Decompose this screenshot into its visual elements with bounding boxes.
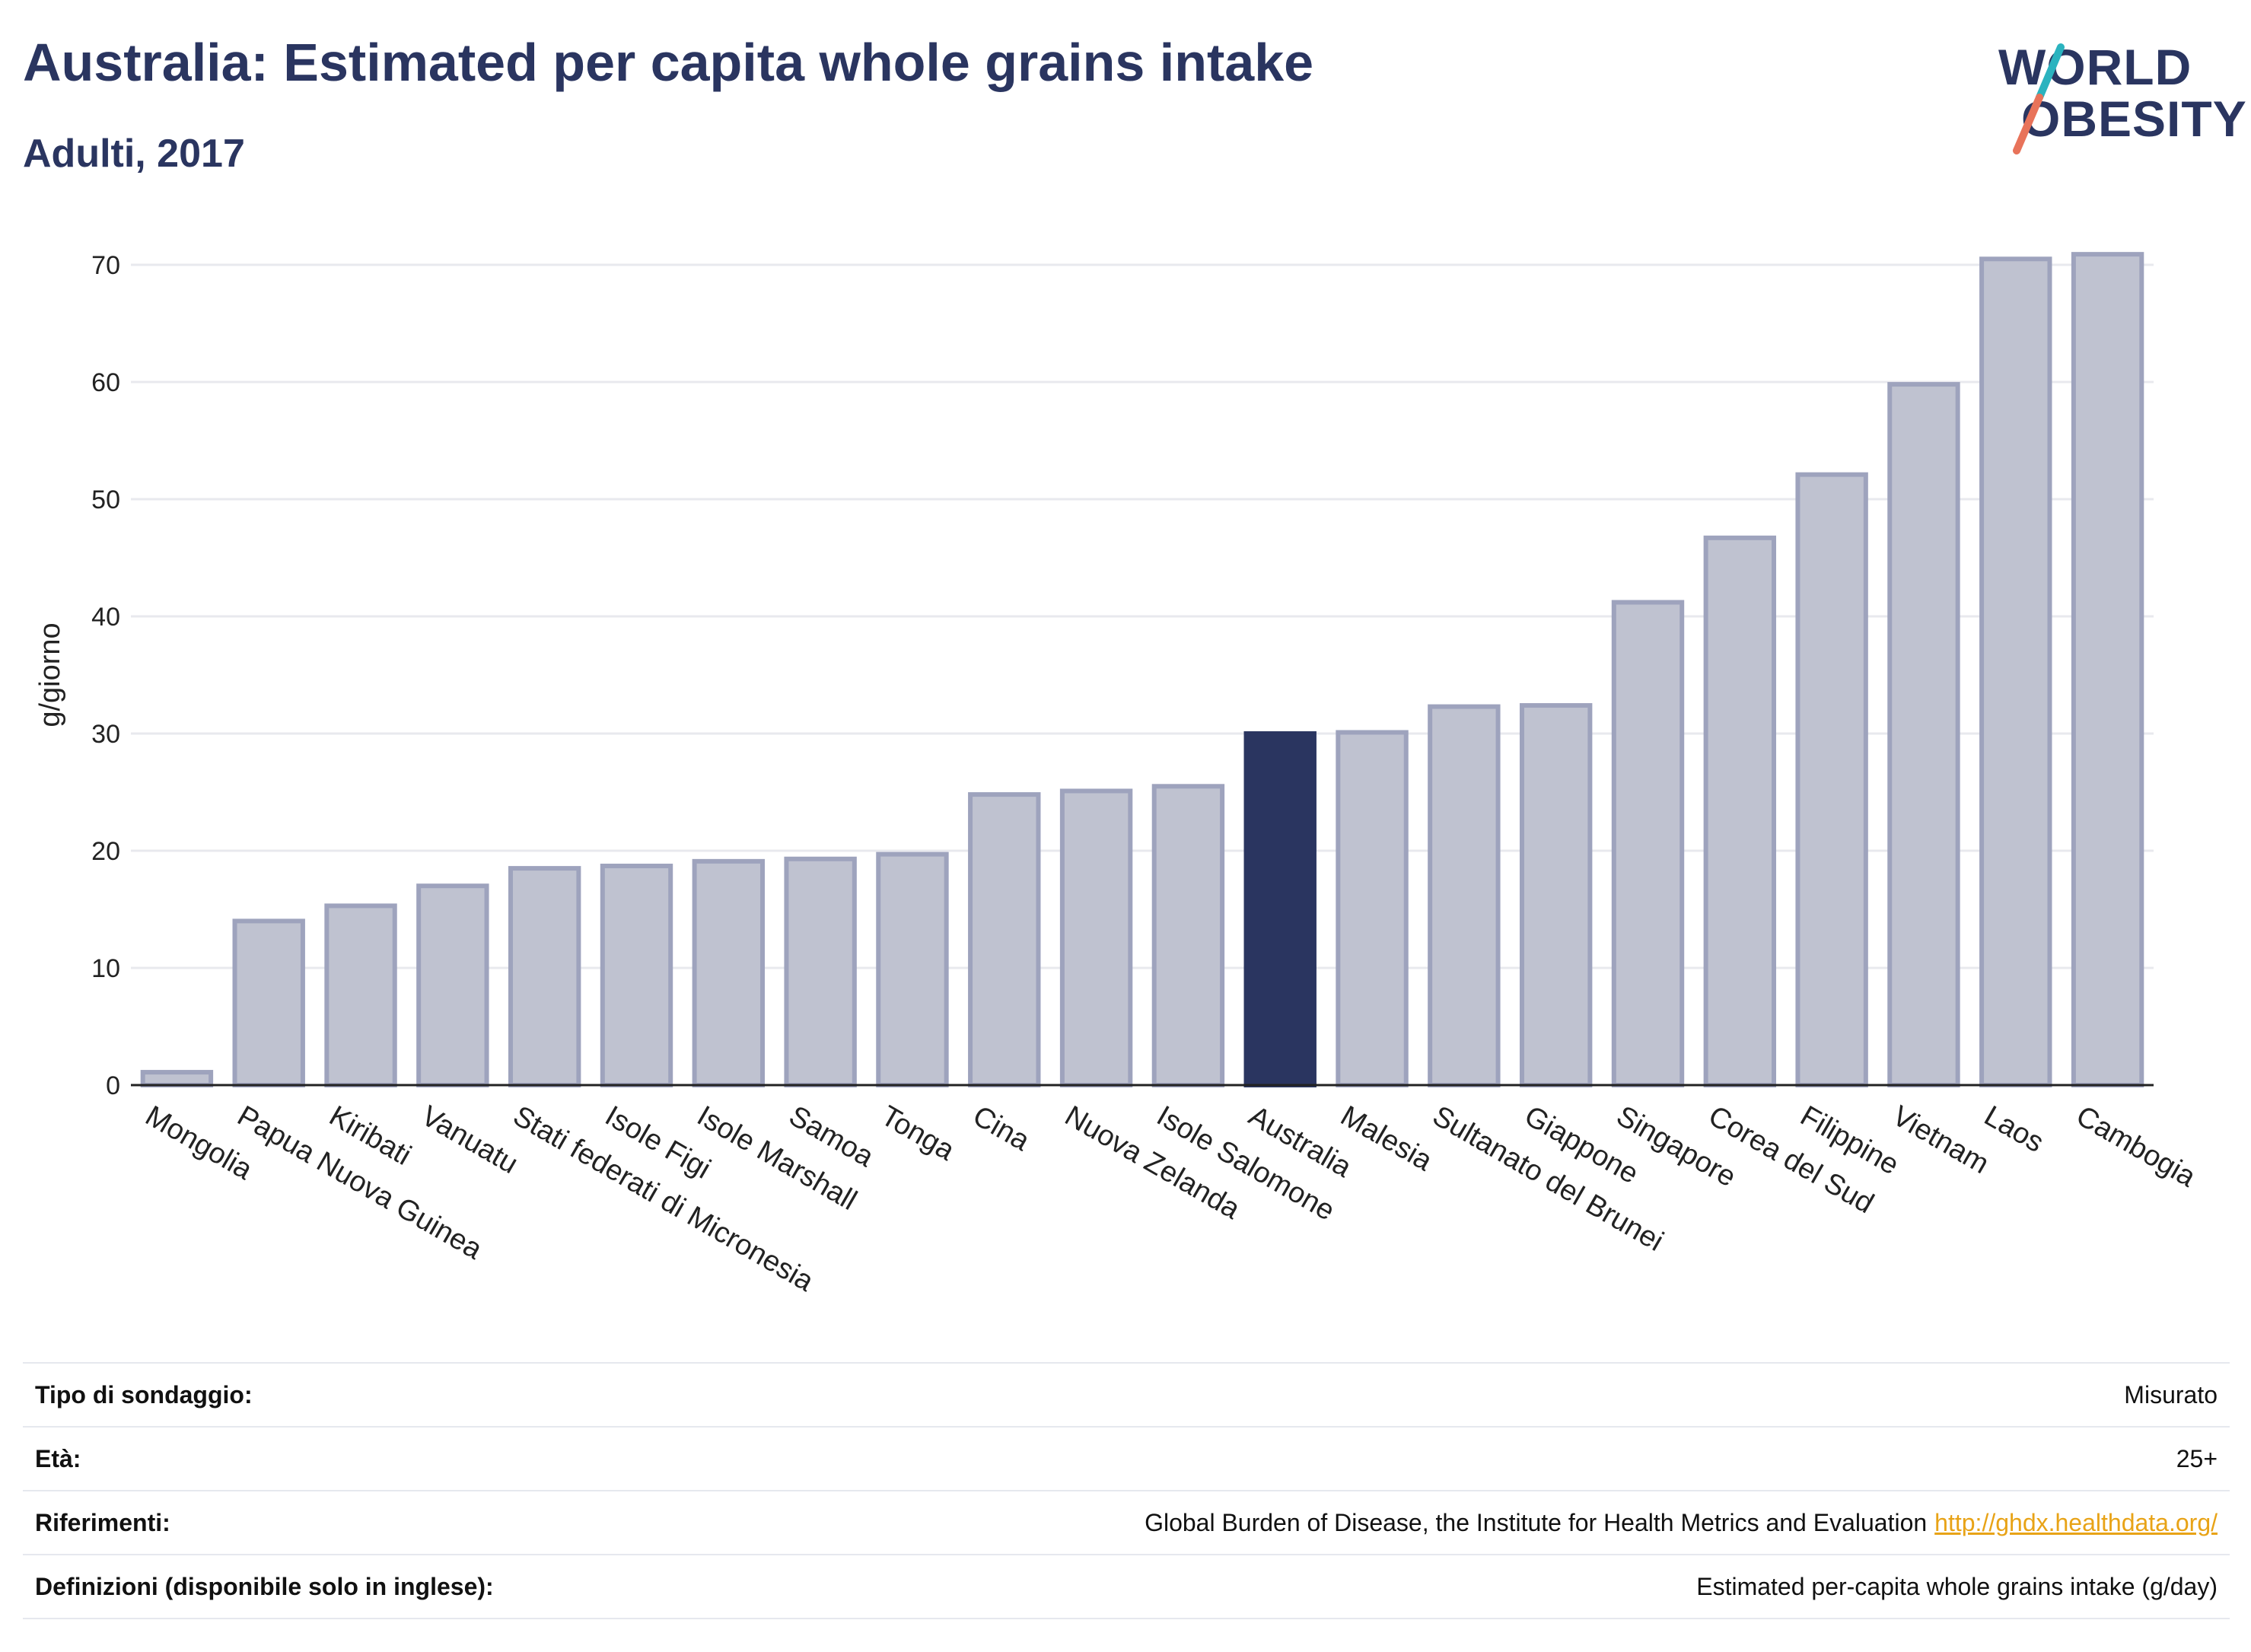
info-label: Età: [35, 1444, 81, 1472]
info-value: Estimated per-capita whole grains intake… [1696, 1572, 2218, 1600]
bar [1703, 535, 1777, 1087]
info-value: 25+ [2176, 1444, 2218, 1472]
reference-text: Global Burden of Disease, the Institute … [1145, 1508, 1928, 1536]
bar [232, 918, 305, 1088]
logo-text-world: WORLD [1998, 39, 2192, 95]
bar [1887, 382, 1960, 1087]
bar [1243, 731, 1317, 1087]
x-tick-label: Tonga [875, 1100, 960, 1167]
x-tick-label: Vietnam [1886, 1100, 1994, 1180]
bar [968, 792, 1041, 1088]
bar [416, 883, 489, 1087]
bar [692, 858, 766, 1087]
x-tick-label: Cambogia [2071, 1100, 2202, 1193]
bar [140, 1070, 214, 1088]
page-subtitle: Adulti, 2017 [23, 132, 245, 176]
logo-slash-icon [2013, 43, 2065, 154]
reference-link[interactable]: http://ghdx.healthdata.org/ [1934, 1508, 2218, 1536]
x-tick-label: Vanuatu [415, 1100, 523, 1180]
y-tick-label: 20 [91, 837, 120, 866]
bar [324, 903, 397, 1087]
page-title: Australia: Estimated per capita whole gr… [23, 33, 1314, 92]
y-tick-label: 30 [91, 720, 120, 749]
info-table: Tipo di sondaggio: Misurato Età: 25+ Rif… [23, 1362, 2230, 1619]
info-label: Tipo di sondaggio: [35, 1380, 253, 1408]
y-tick-label: 70 [91, 251, 120, 280]
info-row-age: Età: 25+ [23, 1426, 2230, 1490]
info-value: Misurato [2124, 1380, 2218, 1408]
world-obesity-logo: WORLD OBESITY [1979, 23, 2246, 167]
info-value-references: Global Burden of Disease, the Institute … [1145, 1509, 2230, 1537]
bar [1428, 704, 1501, 1088]
bar [1979, 256, 2052, 1087]
y-axis-label: g/giorno [34, 622, 66, 727]
bar [1151, 784, 1225, 1087]
bar [876, 851, 949, 1087]
bar [600, 864, 673, 1088]
bar [2071, 252, 2144, 1087]
info-row-survey-type: Tipo di sondaggio: Misurato [23, 1362, 2230, 1426]
y-tick-label: 50 [91, 485, 120, 514]
info-row-definitions: Definizioni (disponibile solo in inglese… [23, 1554, 2230, 1619]
bar [508, 866, 581, 1087]
y-tick-label: 10 [91, 954, 120, 983]
bar [1059, 788, 1133, 1088]
info-row-references: Riferimenti: Global Burden of Disease, t… [23, 1490, 2230, 1554]
x-tick-label: Cina [967, 1100, 1035, 1157]
bar [1611, 600, 1685, 1087]
bar [1336, 730, 1409, 1088]
y-tick-label: 60 [91, 368, 120, 397]
info-label: Riferimenti: [35, 1508, 170, 1536]
x-tick-label: Isole Marshall [692, 1100, 862, 1217]
logo-text-obesity: OBESITY [2021, 91, 2247, 147]
bar [784, 856, 857, 1088]
info-label: Definizioni (disponibile solo in inglese… [35, 1572, 494, 1600]
bar [1519, 703, 1593, 1087]
y-tick-label: 0 [106, 1071, 120, 1100]
y-tick-label: 40 [91, 603, 120, 632]
bar [1795, 472, 1868, 1088]
